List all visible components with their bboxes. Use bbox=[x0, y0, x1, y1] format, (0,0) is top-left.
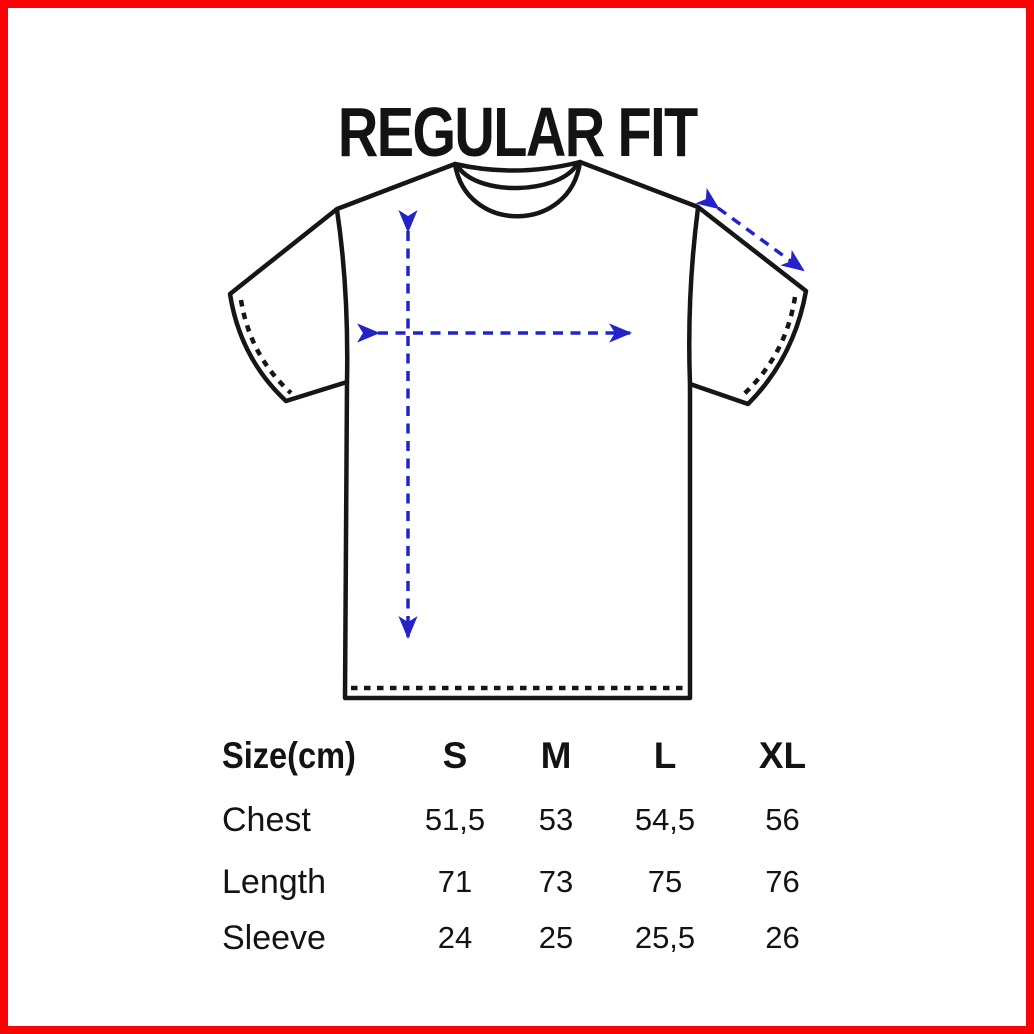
length-value-s: 71 bbox=[437, 864, 473, 899]
sleeve-value-l: 25,5 bbox=[634, 920, 696, 955]
chest-value-xl: 56 bbox=[765, 802, 800, 837]
length-value-l: 75 bbox=[647, 864, 683, 899]
size-table: Size(cm) S M L XL Chest 51,5 53 54,5 56 … bbox=[222, 726, 842, 966]
tshirt-outline bbox=[227, 159, 809, 701]
length-value-xl: 76 bbox=[765, 864, 800, 899]
table-row-chest: Chest 51,5 53 54,5 56 bbox=[222, 786, 842, 854]
sleeve-arrow bbox=[695, 187, 805, 272]
chest-value-m: 53 bbox=[538, 802, 574, 837]
row-label-length: Length bbox=[222, 862, 326, 901]
table-row-sleeve: Sleeve 24 25 25,5 26 bbox=[222, 910, 842, 966]
row-label-chest: Chest bbox=[222, 800, 311, 839]
page-title-text: REGULAR FIT bbox=[337, 92, 698, 171]
size-table-header-row: Size(cm) S M L XL bbox=[222, 726, 842, 786]
chest-value-l: 54,5 bbox=[634, 802, 696, 837]
sleeve-value-m: 25 bbox=[538, 920, 574, 955]
row-label-sleeve: Sleeve bbox=[222, 918, 326, 957]
size-table-header-label: Size(cm) bbox=[222, 735, 356, 776]
chest-value-s: 51,5 bbox=[424, 802, 486, 837]
column-header-s: S bbox=[442, 735, 468, 776]
column-header-l: L bbox=[653, 735, 677, 776]
sleeve-value-xl: 26 bbox=[765, 920, 800, 955]
column-header-xl: XL bbox=[758, 735, 807, 776]
left-cuff-stitch bbox=[238, 299, 293, 395]
column-header-m: M bbox=[540, 735, 572, 776]
sleeve-value-s: 24 bbox=[437, 920, 473, 955]
right-cuff-stitch bbox=[741, 296, 798, 397]
length-value-m: 73 bbox=[538, 864, 574, 899]
left-armhole-seam bbox=[334, 207, 350, 385]
collar-ribbing-arc bbox=[456, 163, 579, 191]
collar-outer-arc bbox=[452, 159, 583, 219]
table-row-length: Length 71 73 75 76 bbox=[222, 854, 842, 910]
page-title: REGULAR FIT bbox=[0, 97, 1034, 167]
